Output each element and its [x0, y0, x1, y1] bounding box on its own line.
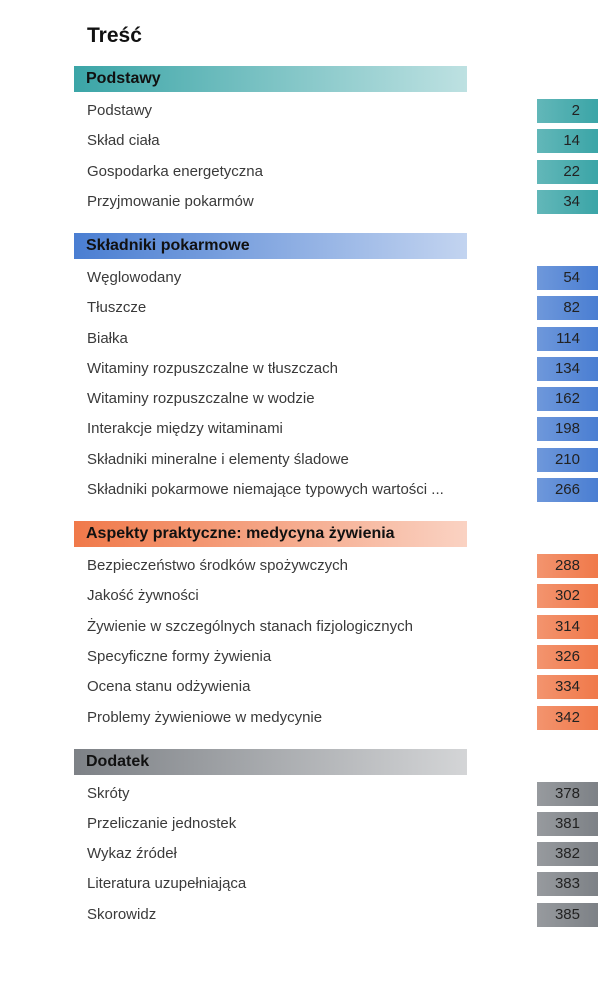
entry-label: Bezpieczeństwo środków spożywczych [87, 557, 348, 574]
page-number: 198 [537, 417, 598, 442]
entry-label: Specyficzne formy żywienia [87, 647, 272, 665]
entry-label: Literatura uzupełniająca [87, 875, 247, 893]
entry-label: Węglowodany [87, 268, 182, 286]
page-number: 342 [537, 705, 598, 730]
page-number: 14 [537, 129, 598, 154]
page-number: 288 [537, 554, 598, 578]
page-number: 302 [537, 584, 598, 609]
page-number: 114 [537, 326, 598, 351]
entry-label: Składniki mineralne i elementy śladowe [87, 450, 349, 468]
entry-label: Witaminy rozpuszczalne w wodzie [87, 390, 315, 408]
page-number: 383 [537, 872, 598, 897]
section-header: Podstawy [74, 66, 467, 92]
entry-label: Skład ciała [87, 132, 160, 150]
entry-label: Ocena stanu odżywienia [87, 678, 251, 696]
entry-label: Żywienie w szczególnych stanach fizjolog… [87, 617, 413, 635]
page-number: 266 [537, 478, 598, 502]
entry-label: Podstawy [87, 102, 153, 119]
entry-label: Skorowidz [87, 905, 157, 923]
page-number: 162 [537, 387, 598, 412]
page-number: 82 [537, 296, 598, 321]
entry-label: Interakcje między witaminami [87, 420, 283, 438]
page-number: 314 [537, 614, 598, 639]
page-number: 54 [537, 265, 598, 290]
entry-label: Witaminy rozpuszczalne w tłuszczach [87, 359, 338, 377]
page-number: 385 [537, 902, 598, 927]
entry-label: Składniki pokarmowe niemające typowych w… [87, 481, 444, 498]
page-number: 326 [537, 644, 598, 669]
section-header: Składniki pokarmowe [74, 232, 467, 259]
page-number: 378 [537, 781, 598, 806]
page-number: 134 [537, 356, 598, 381]
page-number: 210 [537, 447, 598, 472]
page-number: 34 [537, 189, 598, 214]
entry-label: Przeliczanie jednostek [87, 814, 237, 832]
page-number: 382 [537, 842, 598, 867]
page-number: 334 [537, 675, 598, 700]
section-header: Dodatek [74, 748, 467, 775]
entry-label: Skróty [87, 784, 130, 802]
entry-label: Białka [87, 329, 128, 347]
page-number: 2 [537, 99, 598, 123]
entry-label: Problemy żywieniowe w medycynie [87, 708, 323, 726]
entry-label: Wykaz źródeł [87, 845, 177, 863]
entry-label: Gospodarka energetyczna [87, 162, 263, 180]
section-header: Aspekty praktyczne: medycyna żywienia [74, 521, 467, 547]
toc-title: Treść [87, 24, 142, 47]
entry-label: Tłuszcze [87, 299, 147, 317]
entry-label: Przyjmowanie pokarmów [87, 192, 254, 210]
page-number: 381 [537, 811, 598, 836]
entry-label: Jakość żywności [87, 587, 199, 605]
page-number: 22 [537, 159, 598, 184]
